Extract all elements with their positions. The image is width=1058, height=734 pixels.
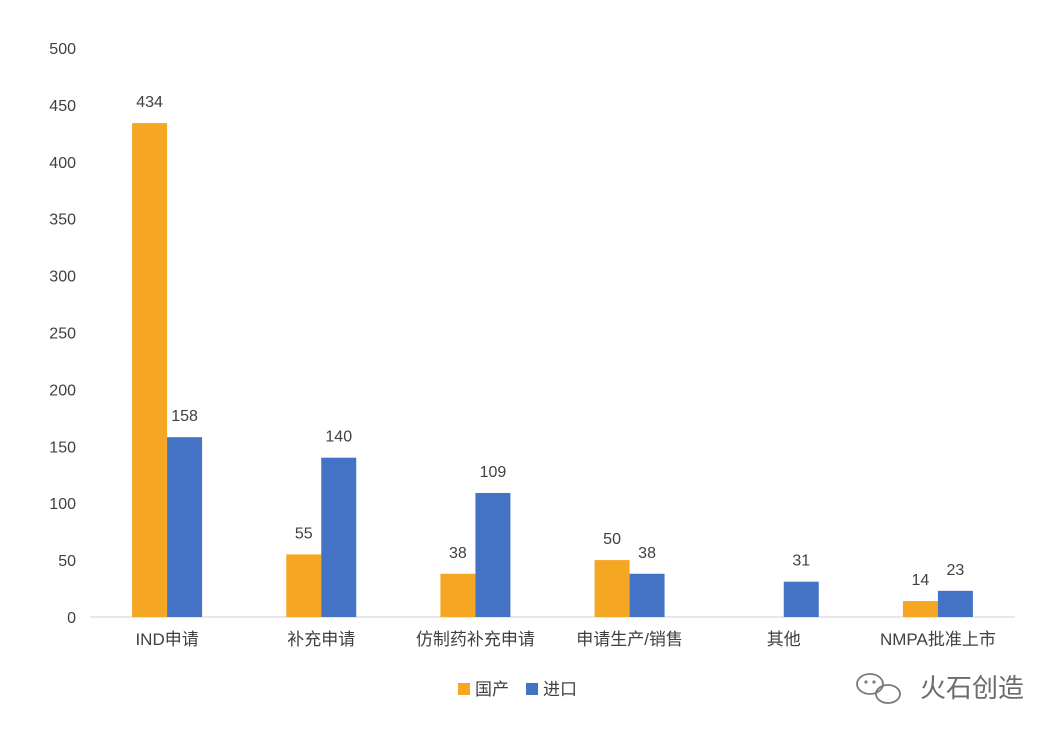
bars-group — [132, 123, 973, 617]
data-label: 109 — [480, 464, 507, 481]
bar-domestic — [594, 560, 630, 617]
data-label: 38 — [638, 545, 656, 562]
bar-domestic — [902, 601, 938, 617]
bar-domestic — [286, 554, 322, 617]
data-label: 140 — [325, 429, 352, 446]
watermark: 火石创造 — [856, 673, 1024, 704]
data-label: 50 — [603, 531, 621, 548]
data-label: 14 — [912, 572, 930, 589]
y-tick-label: 350 — [49, 212, 76, 229]
data-label: 31 — [792, 553, 810, 570]
legend-label: 国产 — [475, 680, 509, 699]
x-category-label: 补充申请 — [287, 630, 355, 649]
y-tick-label: 450 — [49, 98, 76, 115]
x-category-label: 仿制药补充申请 — [416, 630, 535, 649]
wechat-bubble-icon — [856, 673, 901, 704]
bar-import — [321, 457, 357, 617]
x-category-label: 申请生产/销售 — [576, 630, 683, 649]
x-category-label: NMPA批准上市 — [880, 630, 996, 649]
legend-swatch — [458, 683, 470, 695]
data-label: 434 — [136, 94, 163, 111]
bar-import — [475, 492, 511, 617]
y-tick-label: 0 — [67, 610, 76, 627]
legend-label: 进口 — [543, 680, 577, 699]
data-label: 38 — [449, 545, 467, 562]
watermark-text: 火石创造 — [920, 673, 1024, 703]
y-tick-label: 250 — [49, 326, 76, 343]
y-tick-label: 400 — [49, 155, 76, 172]
bar-import — [167, 437, 203, 617]
legend-swatch — [526, 683, 538, 695]
y-tick-label: 100 — [49, 496, 76, 513]
bar-domestic — [132, 123, 168, 617]
y-axis: 0 50 100 150 200 250 300 350 400 450 500 — [49, 41, 76, 627]
bar-domestic — [440, 573, 476, 617]
bar-import — [783, 581, 819, 617]
y-tick-label: 50 — [58, 553, 76, 570]
data-label: 55 — [295, 525, 313, 542]
legend: 国产 进口 — [458, 680, 577, 699]
x-category-label: 其他 — [767, 630, 801, 649]
data-labels-group: 434 158 55 140 38 109 50 38 31 14 23 — [136, 94, 964, 589]
y-tick-label: 150 — [49, 439, 76, 456]
x-axis-categories: IND申请 补充申请 仿制药补充申请 申请生产/销售 其他 NMPA批准上市 — [135, 630, 995, 649]
y-tick-label: 300 — [49, 269, 76, 286]
bar-import — [629, 573, 665, 617]
data-label: 158 — [171, 408, 198, 425]
x-category-label: IND申请 — [135, 630, 198, 649]
y-tick-label: 200 — [49, 382, 76, 399]
y-tick-label: 500 — [49, 41, 76, 58]
bar-import — [937, 590, 973, 617]
data-label: 23 — [947, 562, 965, 579]
